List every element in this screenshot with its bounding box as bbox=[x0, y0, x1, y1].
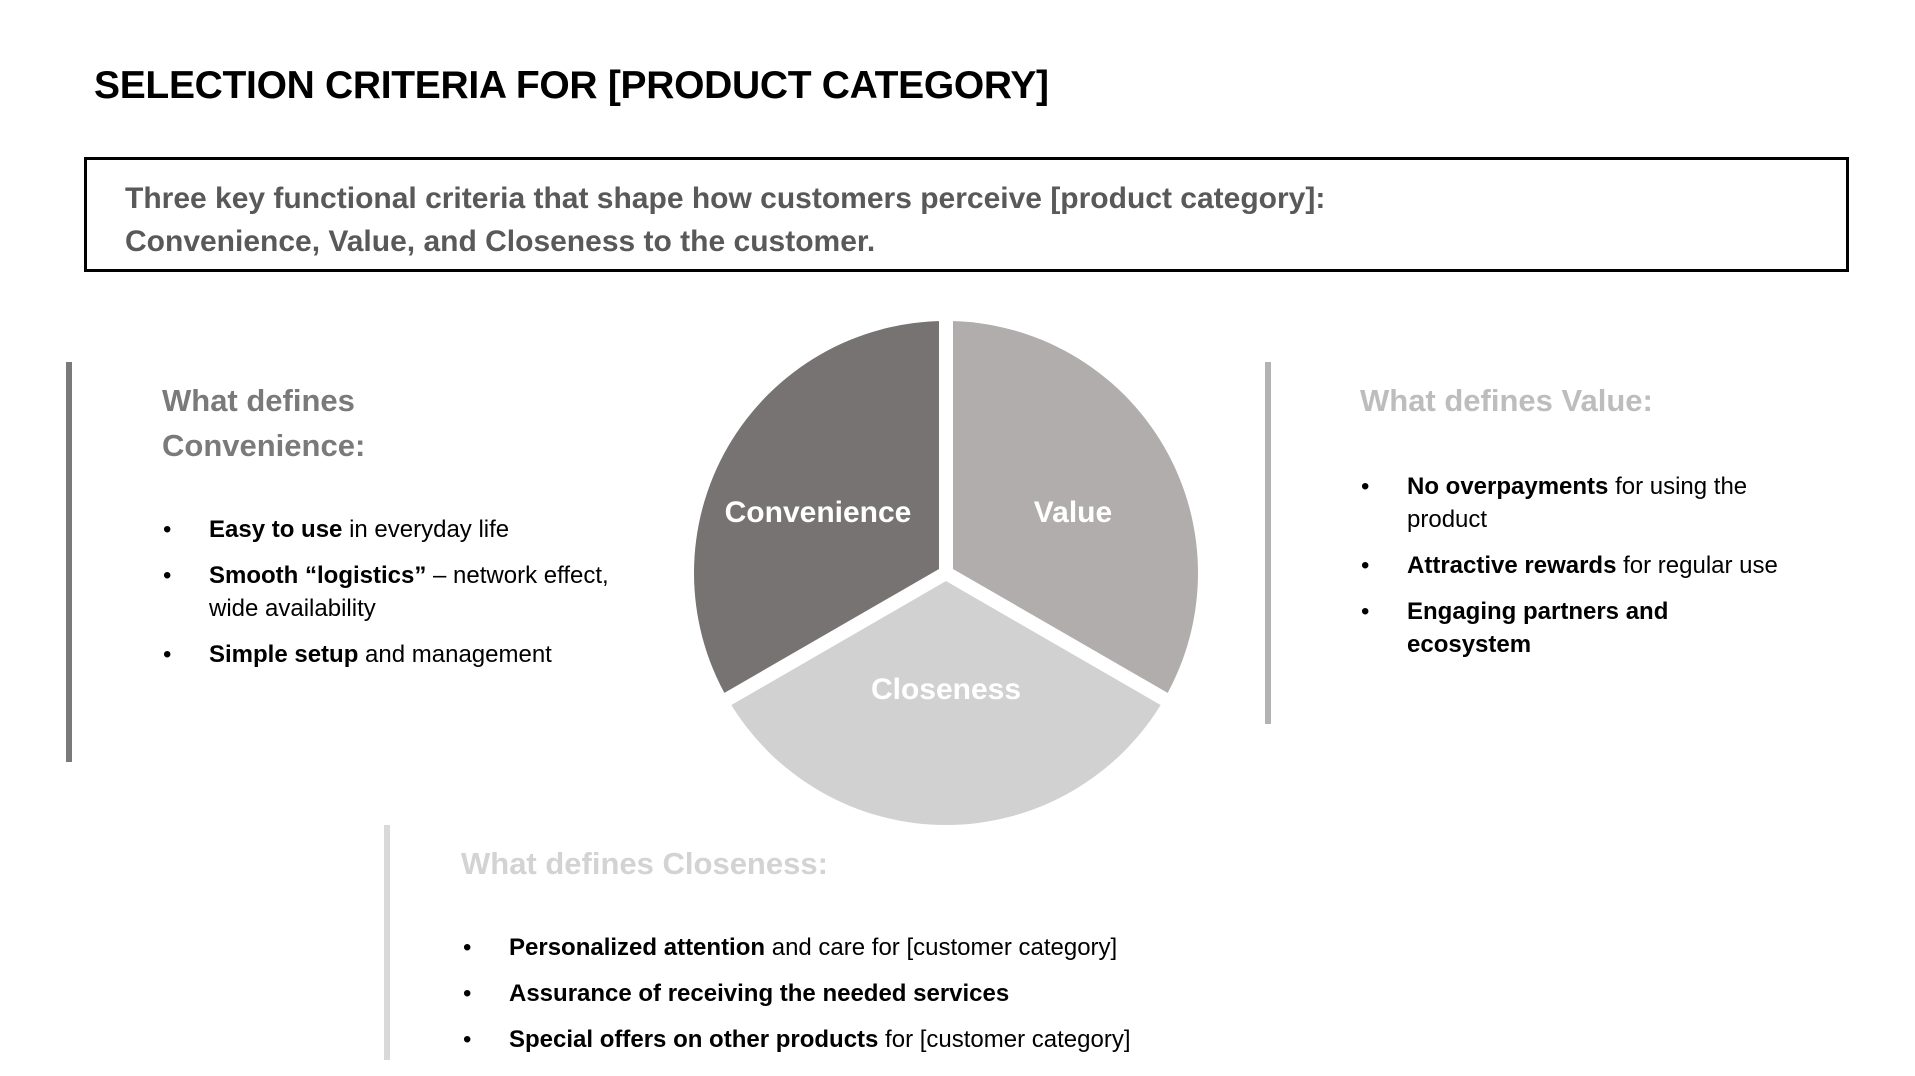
convenience-heading: What defines Convenience: bbox=[162, 378, 365, 468]
bullet-text: and management bbox=[358, 641, 552, 668]
bullet-text: in everyday life bbox=[342, 516, 510, 543]
closeness-bullet-list: • Personalized attention and care for [cu… bbox=[463, 931, 1363, 1069]
closeness-bullet-item: • Assurance of receiving the needed servi… bbox=[463, 977, 1363, 1010]
bullet-text: for regular use bbox=[1616, 552, 1778, 579]
bullet-bold-text: Special offers on other products bbox=[509, 1026, 879, 1053]
bullet-icon: • bbox=[463, 934, 472, 961]
closeness-divider-bar bbox=[384, 825, 390, 1060]
summary-box: Three key functional criteria that shape… bbox=[84, 157, 1849, 272]
bullet-icon: • bbox=[463, 1026, 472, 1053]
pie-separator bbox=[942, 566, 1179, 712]
bullet-icon: • bbox=[163, 641, 172, 668]
bullet-icon: • bbox=[1361, 598, 1370, 625]
bullet-bold-text: No overpayments bbox=[1407, 473, 1609, 500]
bullet-icon: • bbox=[463, 980, 472, 1007]
bullet-icon: • bbox=[163, 562, 172, 589]
value-bullet-item: • Engaging partners and ecosystem bbox=[1361, 595, 1781, 661]
bullet-text: for [customer category] bbox=[878, 1026, 1131, 1053]
value-bullet-list: • No overpayments for using the product • A… bbox=[1361, 470, 1781, 674]
value-divider-bar bbox=[1265, 362, 1271, 724]
closeness-bullet-item: • Personalized attention and care for [cu… bbox=[463, 931, 1363, 964]
convenience-heading-line-1: What defines bbox=[162, 383, 355, 418]
value-bullet-item: • No overpayments for using the product bbox=[1361, 470, 1781, 536]
convenience-divider-bar bbox=[66, 362, 72, 762]
summary-line-2: Convenience, Value, and Closeness to the… bbox=[125, 225, 876, 258]
bullet-bold-text: Smooth “logistics” bbox=[209, 562, 427, 589]
value-heading: What defines Value: bbox=[1360, 383, 1653, 418]
closeness-bullet-item: • Special offers on other products for [c… bbox=[463, 1023, 1363, 1056]
page-title: SELECTION CRITERIA FOR [PRODUCT CATEGORY… bbox=[94, 64, 1049, 107]
summary-line-1: Three key functional criteria that shape… bbox=[125, 182, 1326, 215]
pie-label-closeness: Closeness bbox=[870, 673, 1022, 706]
value-bullet-item: • Attractive rewards for regular use bbox=[1361, 549, 1781, 582]
convenience-bullet-item: • Simple setup and management bbox=[163, 638, 613, 671]
convenience-heading-line-2: Convenience: bbox=[162, 428, 366, 463]
bullet-bold-text: Attractive rewards bbox=[1407, 552, 1617, 579]
bullet-bold-text: Engaging partners and ecosystem bbox=[1407, 598, 1669, 658]
bullet-icon: • bbox=[1361, 552, 1370, 579]
bullet-bold-text: Personalized attention bbox=[509, 934, 766, 961]
bullet-bold-text: Assurance of receiving the needed servic… bbox=[509, 980, 1010, 1007]
bullet-icon: • bbox=[163, 516, 172, 543]
pie-label-value: Value bbox=[1033, 496, 1113, 529]
convenience-bullet-item: • Smooth “logistics” – network effect, wi… bbox=[163, 559, 613, 625]
pie-separator bbox=[713, 566, 950, 712]
convenience-bullet-item: • Easy to use in everyday life bbox=[163, 513, 613, 546]
closeness-heading: What defines Closeness: bbox=[461, 846, 828, 881]
bullet-icon: • bbox=[1361, 473, 1370, 500]
convenience-bullet-list: • Easy to use in everyday life • Smooth “lo… bbox=[163, 513, 613, 684]
bullet-text: and care for [customer category] bbox=[765, 934, 1118, 961]
pie-label-convenience: Convenience bbox=[724, 496, 912, 529]
bullet-text: – network effect, wide availability bbox=[209, 562, 609, 622]
bullet-bold-text: Easy to use bbox=[209, 516, 343, 543]
bullet-bold-text: Simple setup bbox=[209, 641, 359, 668]
bullet-text: for using the product bbox=[1407, 473, 1748, 533]
